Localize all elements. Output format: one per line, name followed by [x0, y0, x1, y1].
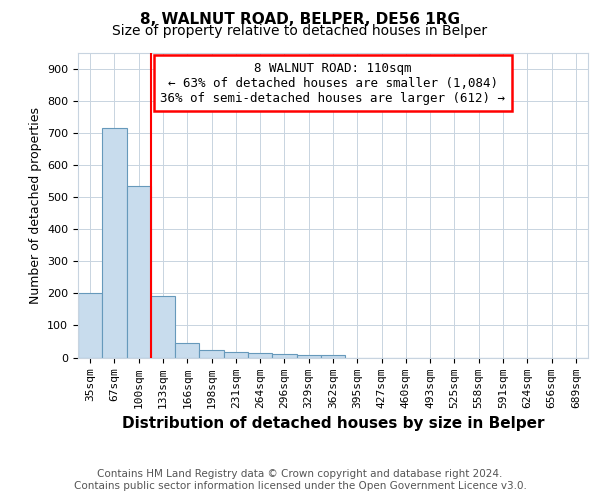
X-axis label: Distribution of detached houses by size in Belper: Distribution of detached houses by size …	[122, 416, 544, 431]
Bar	[199, 350, 224, 358]
Bar	[248, 354, 272, 358]
Bar	[127, 186, 151, 358]
Text: Size of property relative to detached houses in Belper: Size of property relative to detached ho…	[112, 24, 488, 38]
Bar	[151, 296, 175, 358]
Bar	[175, 343, 199, 357]
Bar	[224, 352, 248, 358]
Y-axis label: Number of detached properties: Number of detached properties	[29, 106, 41, 304]
Bar	[272, 354, 296, 358]
Bar	[102, 128, 127, 358]
Text: 8 WALNUT ROAD: 110sqm
← 63% of detached houses are smaller (1,084)
36% of semi-d: 8 WALNUT ROAD: 110sqm ← 63% of detached …	[161, 62, 505, 104]
Bar	[78, 294, 102, 358]
Bar	[321, 355, 345, 358]
Text: 8, WALNUT ROAD, BELPER, DE56 1RG: 8, WALNUT ROAD, BELPER, DE56 1RG	[140, 12, 460, 28]
Text: Contains HM Land Registry data © Crown copyright and database right 2024.
Contai: Contains HM Land Registry data © Crown c…	[74, 470, 526, 491]
Bar	[296, 355, 321, 358]
